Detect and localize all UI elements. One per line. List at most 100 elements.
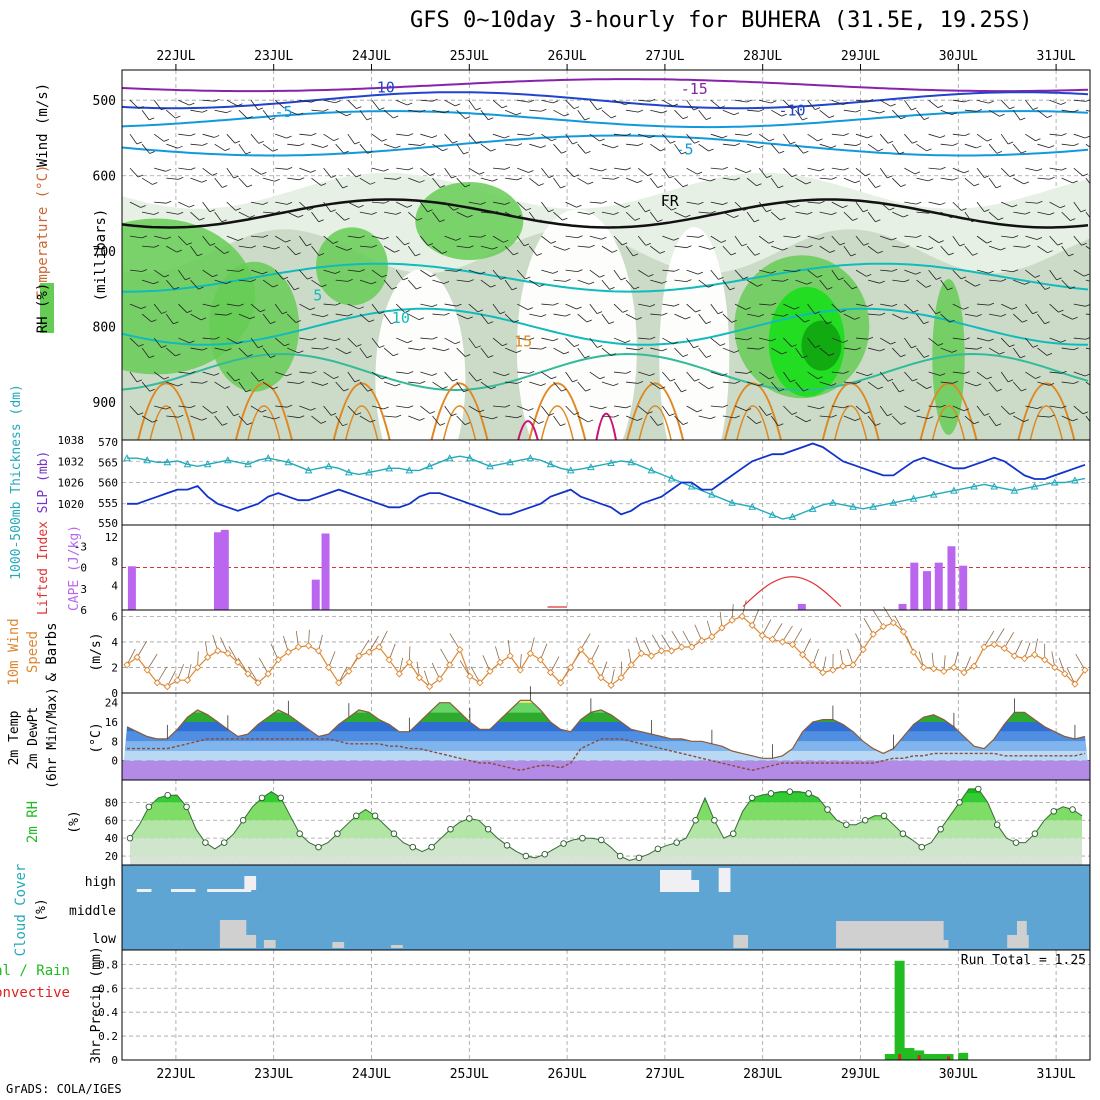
isotherm-arch-inner xyxy=(931,405,966,440)
wind-barb-flag xyxy=(427,243,434,246)
wind-barb xyxy=(638,337,651,340)
wind-barb xyxy=(214,415,223,426)
wind10-barb xyxy=(388,643,396,660)
rh-marker xyxy=(880,812,888,820)
wind-barb-flag xyxy=(394,249,400,253)
rh-marker xyxy=(843,821,850,828)
wind-barb xyxy=(529,381,541,386)
wind-barb-flag xyxy=(468,279,474,282)
wind-barb xyxy=(759,337,771,342)
wind-barb-flag xyxy=(444,110,450,114)
temp-band xyxy=(122,712,1090,722)
wind-barb xyxy=(541,303,554,306)
wind-barb xyxy=(323,99,336,104)
wind-barb-flag xyxy=(674,303,680,307)
wind-barb xyxy=(432,211,440,223)
wind-barb xyxy=(323,167,332,178)
wind-barb xyxy=(928,133,941,139)
wind-barb-flag xyxy=(467,214,473,218)
wind-barb-flag xyxy=(637,180,643,183)
wind10-barb xyxy=(643,639,652,657)
wind-barb xyxy=(456,279,469,282)
wind-barb-flag xyxy=(309,307,316,311)
wind-barb xyxy=(408,211,418,221)
subzero-band xyxy=(122,760,1090,780)
wind-barb-flag xyxy=(904,279,910,283)
precip-axis-label: 3hr Precip (mm) xyxy=(89,946,104,1063)
wind-barb xyxy=(674,109,684,120)
wind-barb xyxy=(214,245,225,254)
wind-barb-flag xyxy=(875,423,881,426)
wind-barb-flag xyxy=(189,204,195,208)
wind-barb xyxy=(166,381,178,387)
wind-barb xyxy=(625,177,638,183)
wind-barb-flag xyxy=(708,148,714,152)
wind-barb-flag xyxy=(257,345,264,349)
wind-barb-flag xyxy=(682,116,689,120)
wind-barb xyxy=(1073,201,1082,213)
li-tick-label: 0 xyxy=(80,562,87,575)
wind-barb-flag xyxy=(1084,273,1090,277)
wind-barb-flag xyxy=(431,373,438,376)
wind-barb-flag xyxy=(805,419,812,423)
wind-barb-flag xyxy=(285,239,291,243)
wind-barb xyxy=(674,211,686,218)
wind-barb xyxy=(275,201,288,205)
wind-barb xyxy=(662,269,675,272)
wind10-marker xyxy=(244,670,252,678)
wind-barb-flag xyxy=(976,108,982,112)
wind-barb-flag xyxy=(625,133,632,136)
thickness-marker xyxy=(244,460,252,468)
precip-convective-bar xyxy=(898,1054,902,1060)
wind-barb-flag xyxy=(964,133,970,136)
wind-barb xyxy=(153,269,165,278)
wind-barb xyxy=(1073,337,1086,340)
wind-barb xyxy=(396,337,408,344)
wind-barb-flag xyxy=(916,235,922,238)
wind-barb-flag xyxy=(226,281,232,284)
wind-barb xyxy=(1025,235,1038,240)
wind-barb xyxy=(771,279,784,282)
isotherm-arch-inner xyxy=(736,405,770,440)
wind-barb-flag xyxy=(476,378,482,382)
wind-barb xyxy=(1049,405,1062,409)
wind-barb-flag xyxy=(270,117,276,121)
wind-barb-flag xyxy=(778,150,785,154)
wind10-marker xyxy=(546,668,555,677)
pressure-tick-label: 700 xyxy=(93,245,116,260)
wind-barb-flag xyxy=(416,286,422,290)
wind10-barb xyxy=(247,666,259,683)
wind-barb-flag xyxy=(442,148,448,152)
wind-barb xyxy=(250,201,263,205)
wind-barb-flag xyxy=(722,202,728,205)
wind-barb xyxy=(420,371,433,376)
wind-barb xyxy=(347,337,357,347)
wind-barb xyxy=(238,415,248,426)
wind-barb-flag xyxy=(596,311,603,315)
wind-barb xyxy=(541,99,554,104)
wind-barb xyxy=(1025,201,1038,204)
wind-barb xyxy=(988,381,998,392)
wind-barb xyxy=(867,415,876,426)
wind-barb-flag xyxy=(1056,277,1062,281)
rh-marker xyxy=(579,834,586,842)
wind-barb xyxy=(347,269,360,272)
wind-barb-flag xyxy=(867,98,874,102)
isotherm-hot xyxy=(595,412,617,440)
wind-barb-flag xyxy=(746,337,753,341)
wind-barb xyxy=(420,235,429,246)
wind10-barb xyxy=(328,651,336,668)
isotherm-arch xyxy=(234,382,293,440)
wind-barb-flag xyxy=(513,252,519,256)
wind-barb-flag xyxy=(573,106,580,110)
wind-barb xyxy=(722,313,732,323)
wind-barb xyxy=(952,99,965,103)
wind-barb xyxy=(577,279,590,285)
wind-barb xyxy=(347,405,357,415)
pressure-tick-label: 800 xyxy=(93,321,116,336)
wind-barb xyxy=(650,381,661,390)
wind-barb xyxy=(734,405,747,411)
contour-line xyxy=(122,110,1089,129)
wind-barb xyxy=(299,201,309,211)
wind-barb xyxy=(468,167,480,175)
